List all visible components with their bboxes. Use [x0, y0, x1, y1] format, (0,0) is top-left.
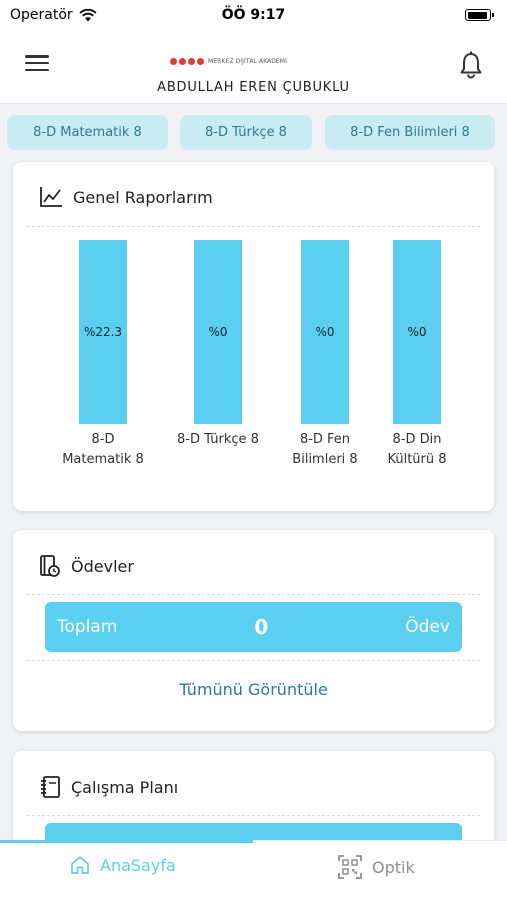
bar-value-din: %0	[407, 325, 427, 339]
wifi-icon	[79, 8, 97, 21]
bar-value-fen: %0	[315, 325, 335, 339]
nav-optic-label: Optik	[372, 857, 415, 877]
homework-card: Ödevler Toplam 0 Ödev Tümünü Görüntüle	[13, 530, 494, 731]
total-label: Toplam	[57, 617, 118, 637]
course-chip-fen[interactable]: 8-D Fen Bilimleri 8	[325, 115, 495, 150]
hamburger-icon-bar	[25, 68, 49, 71]
app-header: MERKEZ DİJİTAL AKADEMİ ABDULLAH EREN ÇUB…	[0, 30, 507, 104]
bottom-navigation: AnaSayfa Optik	[0, 840, 507, 900]
bar-label-din: 8-D Din Kültürü 8	[387, 432, 447, 467]
bar-label-turkce: 8-D Türkçe 8	[177, 432, 259, 447]
homework-card-header: Ödevler	[39, 554, 134, 578]
line-chart-icon	[40, 187, 62, 207]
homework-total-bar[interactable]: Toplam 0 Ödev	[45, 602, 462, 652]
study-plan-title: Çalışma Planı	[71, 777, 179, 797]
carrier-group: Operatör	[10, 7, 97, 23]
reports-title: Genel Raporlarım	[73, 187, 213, 207]
qr-scan-icon	[338, 855, 362, 879]
study-plan-card-header: Çalışma Planı	[39, 775, 178, 799]
reports-card: Genel Raporlarım %22.3 %0 %0 %0 8-D Mate…	[13, 162, 494, 511]
divider	[27, 815, 480, 816]
course-chip-row: 8-D Matematik 8 8-D Türkçe 8 8-D Fen Bil…	[0, 115, 507, 151]
divider	[27, 660, 480, 661]
user-name: ABDULLAH EREN ÇUBUKLU	[157, 80, 350, 95]
bar-value-matematik: %22.3	[83, 325, 123, 339]
logo-text: MERKEZ DİJİTAL AKADEMİ	[208, 57, 287, 65]
nav-optic[interactable]: Optik	[338, 855, 415, 879]
hamburger-icon-bar	[25, 55, 49, 58]
bar-din[interactable]: %0	[393, 240, 441, 424]
bar-matematik[interactable]: %22.3	[79, 240, 127, 424]
active-tab-indicator	[0, 840, 253, 843]
bar-label-fen: 8-D Fen Bilimleri 8	[292, 432, 358, 467]
nav-home-label: AnaSayfa	[100, 855, 176, 875]
nav-home[interactable]: AnaSayfa	[70, 855, 176, 875]
course-chip-matematik[interactable]: 8-D Matematik 8	[7, 115, 168, 150]
bar-value-turkce: %0	[208, 325, 228, 339]
homework-title: Ödevler	[71, 556, 134, 576]
hamburger-icon-bar	[25, 61, 49, 65]
view-all-homework-link[interactable]: Tümünü Görüntüle	[179, 680, 328, 699]
report-bar-chart[interactable]: %22.3 %0 %0 %0 8-D Matematik 8 8-D Türkç…	[13, 240, 494, 467]
hamburger-menu-button[interactable]	[24, 52, 50, 74]
course-chip-turkce[interactable]: 8-D Türkçe 8	[180, 115, 312, 150]
divider	[27, 594, 480, 595]
battery-icon	[465, 9, 494, 21]
bar-label-matematik: 8-D Matematik 8	[62, 432, 144, 467]
homework-book-icon	[40, 555, 60, 577]
total-unit: Ödev	[405, 617, 450, 637]
bar-fen[interactable]: %0	[301, 240, 349, 424]
carrier-label: Operatör	[10, 7, 73, 23]
bar-turkce[interactable]: %0	[194, 240, 242, 424]
brand-logo: MERKEZ DİJİTAL AKADEMİ	[170, 54, 287, 68]
divider	[27, 226, 480, 227]
bell-icon[interactable]	[457, 50, 485, 80]
home-icon	[71, 856, 89, 874]
status-bar: Operatör ÖÖ 9:17	[0, 0, 507, 30]
planner-icon	[41, 776, 60, 798]
total-value: 0	[254, 615, 269, 639]
reports-card-header: Genel Raporlarım	[39, 186, 213, 208]
